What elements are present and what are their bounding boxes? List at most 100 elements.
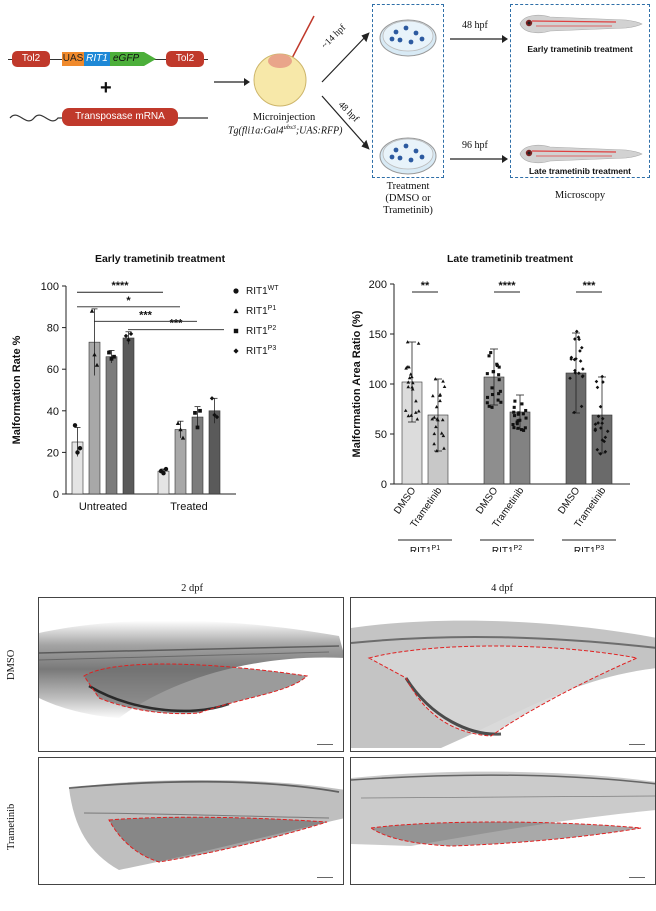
- tol2-right-label: Tol2: [175, 53, 195, 64]
- data-point: [161, 471, 166, 476]
- y-tick-label: 50: [375, 429, 387, 441]
- data-point: [578, 349, 582, 353]
- data-point: [178, 427, 183, 432]
- data-point: [431, 393, 435, 398]
- col-label-4dpf: 4 dpf: [491, 583, 513, 594]
- line-prefix: Tg(fli1a:Gal4: [228, 125, 284, 137]
- x-tick-label: DMSO: [392, 485, 418, 516]
- arrow-48hpf-icon: [450, 35, 508, 43]
- data-point: [406, 384, 411, 389]
- data-point: [109, 356, 114, 361]
- data-point: [487, 354, 491, 358]
- data-point: [595, 447, 600, 452]
- data-point: [405, 340, 410, 344]
- data-point: [523, 426, 527, 430]
- data-point: [212, 412, 217, 418]
- data-point: [442, 384, 447, 389]
- data-point: [403, 408, 408, 412]
- data-point: [72, 423, 78, 428]
- y-tick-label: 0: [53, 489, 59, 501]
- data-point: [406, 414, 411, 418]
- data-point: [516, 426, 520, 430]
- data-point: [433, 377, 438, 381]
- significance-label: ***: [583, 280, 597, 292]
- data-point: [512, 410, 516, 414]
- data-point: [414, 399, 418, 403]
- zebrafish-late-icon: [519, 144, 643, 164]
- data-point: [440, 418, 445, 422]
- data-point: [496, 398, 500, 402]
- plus-sign: +: [100, 77, 112, 99]
- data-point: [521, 412, 525, 416]
- bar: [105, 356, 118, 495]
- microinjection-label: Microinjection: [252, 112, 316, 123]
- legend-marker: [233, 288, 239, 294]
- data-point: [490, 405, 494, 409]
- legend-marker: [233, 328, 239, 334]
- row-label-dmso: DMSO: [6, 649, 17, 680]
- bar: [122, 337, 135, 495]
- early-treatment-label: Early trametinib treatment: [527, 44, 633, 54]
- data-point: [416, 341, 421, 345]
- data-point: [572, 410, 576, 415]
- group-label: RIT1P2: [492, 545, 522, 552]
- data-point: [603, 449, 608, 454]
- legend-label: RIT1P3: [246, 345, 276, 357]
- data-point: [601, 380, 605, 384]
- data-point: [578, 359, 583, 363]
- data-point: [439, 431, 444, 435]
- data-point: [600, 421, 604, 425]
- data-point: [522, 428, 526, 432]
- data-point: [513, 399, 517, 403]
- row-label-trametinib: Trametinib: [6, 803, 17, 850]
- microscopy-label: Microscopy: [554, 190, 606, 201]
- data-point: [512, 414, 517, 418]
- petri-dish-bottom-icon: [379, 137, 437, 175]
- line-superscript: ubs3: [283, 124, 296, 131]
- data-point: [198, 408, 202, 413]
- data-point: [438, 393, 442, 397]
- data-point: [594, 379, 599, 384]
- data-point: [516, 412, 520, 416]
- egfp-arrow: [110, 52, 156, 66]
- data-point: [600, 438, 605, 442]
- significance-label: ***: [170, 318, 184, 330]
- treatment-label: Treatment (DMSO or Trametinib): [372, 181, 444, 217]
- data-point: [574, 356, 578, 361]
- y-tick-label: 100: [369, 379, 387, 391]
- data-point: [568, 376, 572, 381]
- treatment-box: [372, 4, 444, 178]
- data-point: [442, 446, 446, 450]
- data-point: [497, 392, 501, 396]
- branch-arrows-icon: [321, 32, 370, 150]
- data-point: [573, 368, 577, 373]
- data-point: [434, 449, 439, 453]
- x-tick-label: DMSO: [556, 485, 582, 516]
- schematic: Tol2 UAS RIT1 eGFP Tol2 + Transposase mR…: [0, 0, 656, 225]
- data-point: [430, 417, 435, 421]
- data-point: [434, 405, 439, 409]
- data-point: [432, 415, 437, 419]
- col-label-2dpf: 2 dpf: [181, 583, 203, 594]
- data-point: [407, 365, 411, 369]
- data-point: [577, 337, 581, 342]
- data-point: [599, 426, 603, 430]
- data-point: [408, 372, 413, 376]
- data-point: [576, 335, 581, 340]
- petri-dish-top-icon: [379, 19, 437, 57]
- data-point: [414, 410, 418, 414]
- arrow-to-embryo-icon: [214, 78, 250, 86]
- group-label: RIT1P1: [410, 545, 440, 552]
- data-point: [581, 367, 585, 371]
- data-point: [572, 357, 577, 362]
- significance-label: ***: [139, 309, 153, 321]
- data-point: [406, 380, 411, 384]
- data-point: [524, 408, 528, 413]
- data-point: [497, 365, 501, 369]
- time-96-label: 96 hpf: [462, 140, 488, 151]
- rit1-label: RIT1: [86, 53, 108, 64]
- data-point: [193, 411, 197, 415]
- legend-label: RIT1P2: [246, 325, 276, 337]
- data-point: [498, 389, 502, 393]
- data-point: [77, 446, 83, 451]
